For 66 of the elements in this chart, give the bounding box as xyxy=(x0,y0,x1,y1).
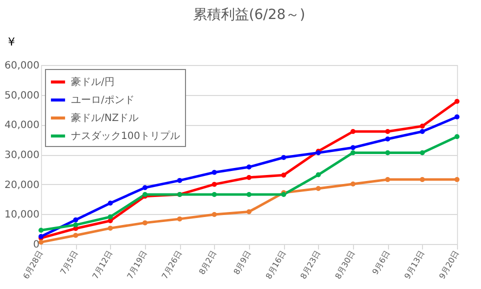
y-tick-label: 50,000 xyxy=(4,90,40,102)
point xyxy=(246,192,252,197)
point xyxy=(316,186,321,192)
point xyxy=(108,214,113,220)
point xyxy=(108,226,113,231)
y-tick-label: 10,000 xyxy=(4,210,40,221)
point xyxy=(73,222,78,228)
point xyxy=(38,228,44,233)
point xyxy=(177,178,182,183)
point xyxy=(350,150,356,156)
y-axis-title: ¥ xyxy=(8,36,15,48)
point xyxy=(420,129,425,134)
y-tick-label: 0 xyxy=(33,240,40,250)
x-tick-label: 6月28日 xyxy=(22,249,45,281)
legend-label: 豪ドル/円 xyxy=(71,76,114,88)
point xyxy=(212,212,217,217)
point xyxy=(177,216,182,222)
legend-label: ユーロ/ポンド xyxy=(71,95,134,106)
point xyxy=(350,182,356,187)
y-tick-label: 40,000 xyxy=(4,120,40,132)
point xyxy=(454,134,460,140)
chart-title: 累積利益(6/28～) xyxy=(192,7,306,23)
point xyxy=(212,170,217,175)
point xyxy=(385,150,390,156)
point xyxy=(212,192,217,197)
x-tick-label: 9月6日 xyxy=(370,249,392,276)
x-tick-label: 8月2日 xyxy=(197,249,218,276)
legend-label: ナスダック100トリプル xyxy=(71,130,180,142)
y-tick-label: 30,000 xyxy=(4,150,40,161)
point xyxy=(385,129,390,134)
point xyxy=(420,150,425,156)
x-tick-label: 8月16日 xyxy=(264,249,288,281)
point xyxy=(454,114,460,120)
point xyxy=(142,220,148,226)
point xyxy=(350,145,356,150)
point xyxy=(108,200,113,206)
point xyxy=(142,185,148,190)
point xyxy=(420,177,425,182)
point xyxy=(385,136,390,142)
y-tick-label: 20,000 xyxy=(4,180,40,191)
point xyxy=(246,174,252,180)
point xyxy=(281,172,286,178)
point xyxy=(212,182,217,187)
point xyxy=(385,177,390,182)
x-tick-label: 7月5日 xyxy=(58,249,80,276)
point xyxy=(454,98,460,104)
point xyxy=(350,129,356,134)
point xyxy=(454,177,460,182)
point xyxy=(420,124,425,129)
y-tick-label: 60,000 xyxy=(4,60,40,72)
point xyxy=(316,172,321,178)
x-tick-label: 9月13日 xyxy=(402,249,426,281)
point xyxy=(73,217,78,222)
x-tick-label: 8月9日 xyxy=(232,249,253,276)
x-tick-label: 9月20日 xyxy=(438,249,461,281)
point xyxy=(246,164,252,170)
x-tick-label: 8月30日 xyxy=(334,249,357,281)
x-tick-label: 7月19日 xyxy=(126,249,149,281)
x-tick-label: 8月23日 xyxy=(298,249,322,281)
point xyxy=(73,232,78,238)
point xyxy=(246,209,252,214)
point xyxy=(38,240,44,245)
point xyxy=(281,154,286,160)
legend-label: 豪ドル/NZドル xyxy=(71,112,139,124)
x-tick-label: 7月12日 xyxy=(90,249,114,281)
x-tick-label: 7月26日 xyxy=(160,249,184,281)
